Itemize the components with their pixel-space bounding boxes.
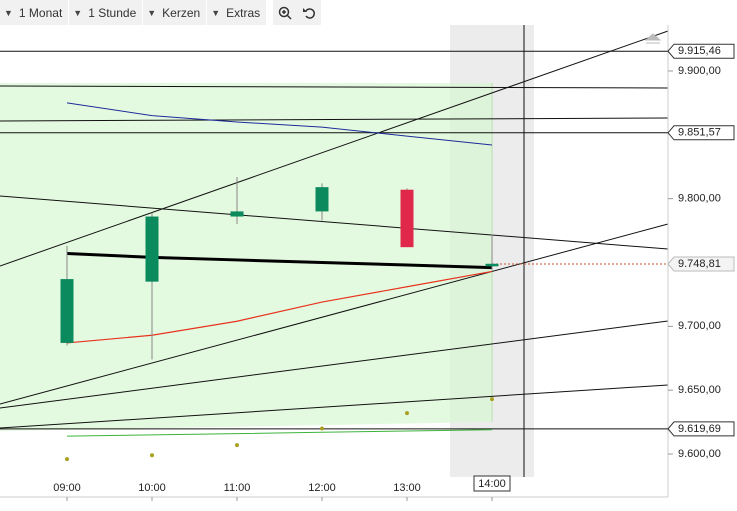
drawing-line xyxy=(0,384,669,429)
x-tick-label: 10:00 xyxy=(138,482,166,494)
toolbar-dropdown[interactable]: ▼ 1 Stunde xyxy=(69,0,144,25)
indicator-dot xyxy=(150,453,154,458)
drawing-line xyxy=(0,195,669,250)
last-price-label: 9.748,81 xyxy=(678,258,721,270)
dropdown-label: 1 Monat xyxy=(18,5,63,20)
dropdown-arrow: ▼ xyxy=(4,7,13,18)
y-tick-label: 9.900,00 xyxy=(678,65,721,77)
overlay-line xyxy=(66,429,493,437)
range-shade xyxy=(0,83,492,431)
dropdown-label: 1 Stunde xyxy=(88,5,137,20)
indicator-dot xyxy=(320,426,324,431)
drawing-line xyxy=(0,320,669,409)
price-label-box xyxy=(667,125,735,141)
dropdown-arrow: ▼ xyxy=(73,7,83,18)
undo-button[interactable] xyxy=(297,0,322,25)
y-tick-label: 9.600,00 xyxy=(678,448,721,460)
candle-body xyxy=(230,211,244,217)
toolbar: ▼ 1 Monat ▼ 1 Stunde ▼ Kerzen ▼ Extras xyxy=(0,0,322,25)
indicator-dot xyxy=(490,397,494,402)
overlay-line xyxy=(66,270,493,344)
candle-body xyxy=(485,263,499,267)
toolbar-dropdown[interactable]: ▼ Kerzen xyxy=(143,0,208,25)
candle-body xyxy=(315,187,329,212)
price-label: 9.851,57 xyxy=(678,127,721,139)
drawing-line xyxy=(0,30,669,267)
dropdown-arrow: ▼ xyxy=(147,7,157,18)
x-tick-label: 13:00 xyxy=(393,482,421,494)
last-price-box xyxy=(667,256,735,272)
icon xyxy=(278,6,292,20)
dropdown-label: Extras xyxy=(226,5,261,20)
toolbar-dropdown[interactable]: ▼ 1 Monat xyxy=(0,0,70,25)
overlay-line xyxy=(66,102,493,146)
drawing-line xyxy=(0,117,669,122)
dropdown-arrow: ▼ xyxy=(211,7,221,18)
x-tick-label: 11:00 xyxy=(224,482,251,494)
x-tick-label: 12:00 xyxy=(308,482,336,494)
icon xyxy=(303,7,316,19)
price-label: 9.619,69 xyxy=(678,423,721,435)
y-tick-label: 9.650,00 xyxy=(678,384,721,396)
candle-body xyxy=(400,189,414,248)
dropdown-label: Kerzen xyxy=(162,5,201,20)
y-tick-label: 9.800,00 xyxy=(678,193,721,205)
indicator-dot xyxy=(65,457,69,462)
drawing-line xyxy=(0,85,669,89)
drawing-line xyxy=(0,223,669,405)
zoom-button[interactable] xyxy=(273,0,298,25)
price-label-box xyxy=(667,421,735,437)
indicator-dot xyxy=(405,411,409,416)
y-tick-label: 9.700,00 xyxy=(678,320,721,332)
price-label: 9.915,46 xyxy=(678,45,721,57)
candle-body xyxy=(145,216,159,282)
overlay-line xyxy=(66,252,493,270)
indicator-dot xyxy=(235,443,239,448)
crosshair-time-label: 14:00 xyxy=(478,478,506,490)
x-tick-label: 09:00 xyxy=(53,482,81,494)
crosshair-time-box xyxy=(473,475,511,492)
toolbar-dropdown[interactable]: ▼ Extras xyxy=(207,0,268,25)
candle-body xyxy=(60,279,74,343)
price-label-box xyxy=(667,43,735,59)
scroll-icon[interactable] xyxy=(644,33,662,44)
